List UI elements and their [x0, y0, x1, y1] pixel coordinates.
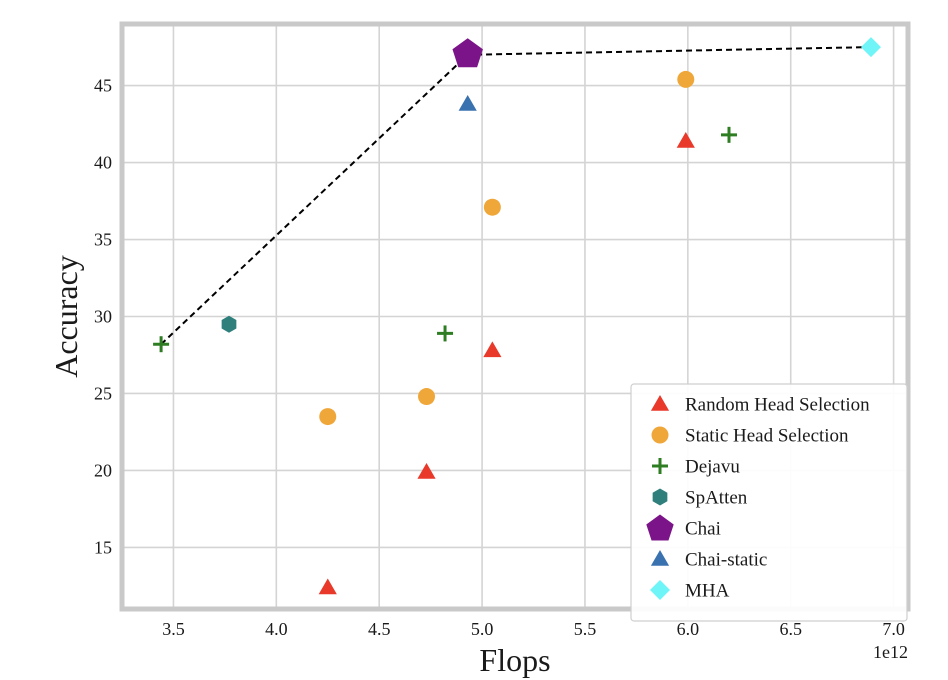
x-tick-labels: 3.5 4.0 4.5 5.0 5.5 6.0 6.5 7.0 [162, 619, 905, 639]
dejavu-point [437, 325, 454, 342]
static-head-selection-point [483, 198, 501, 216]
legend-marker-static-head-selection [651, 426, 669, 444]
y-tick-label: 35 [94, 230, 112, 250]
y-tick-label: 25 [94, 383, 112, 403]
frontier-dashed-line [160, 46, 871, 345]
y-tick-label: 15 [94, 537, 112, 557]
y-tick-label: 40 [94, 153, 112, 173]
legend-label-dejavu: Dejavu [685, 457, 740, 478]
legend-label-chai: Chai [685, 519, 721, 540]
legend-label-chai-static: Chai-static [685, 550, 767, 571]
legend-marker-chai [646, 514, 674, 541]
static-head-selection-point [418, 388, 436, 406]
spatten-point [221, 315, 237, 333]
random-head-selection-point [417, 462, 436, 479]
plot-frame [119, 21, 911, 612]
legend-label-random-head-selection: Random Head Selection [685, 395, 870, 416]
legend-marker-random-head-selection [650, 395, 670, 411]
grid-lines [122, 24, 908, 609]
x-tick-label: 7.0 [882, 619, 905, 639]
y-tick-labels: 15 20 25 30 35 40 45 [94, 76, 112, 558]
x-tick-label: 5.0 [471, 619, 494, 639]
x-tick-label: 4.0 [265, 619, 288, 639]
x-tick-label: 3.5 [162, 619, 185, 639]
x-tick-label: 5.5 [574, 619, 597, 639]
dejavu-point [153, 336, 170, 353]
legend-marker-dejavu [652, 458, 668, 474]
y-tick-label: 45 [94, 76, 112, 96]
legend-marker-mha [650, 580, 670, 600]
mha-point [860, 37, 881, 58]
legend-box [630, 383, 908, 622]
static-head-selection-point [319, 408, 337, 426]
frontier-line-group [160, 46, 871, 345]
legend: Random Head Selection Static Head Selecti… [630, 383, 908, 622]
random-head-selection-point [676, 132, 695, 148]
y-tick-label: 30 [94, 307, 112, 327]
dejavu-point [720, 126, 737, 143]
y-tick-label: 20 [94, 460, 112, 480]
legend-marker-chai-static [650, 550, 670, 566]
data-points [153, 37, 881, 595]
y-axis-title: Accuracy [48, 255, 84, 378]
x-axis-title: Flops [479, 642, 550, 678]
chai-point [452, 38, 483, 68]
random-head-selection-point [483, 341, 502, 358]
legend-label-mha: MHA [685, 581, 730, 602]
legend-label-spatten: SpAtten [685, 488, 748, 509]
legend-label-static-head-selection: Static Head Selection [685, 426, 849, 447]
legend-marker-spatten [652, 488, 668, 506]
static-head-selection-point [677, 70, 695, 88]
chai-static-point [458, 95, 477, 111]
x-tick-label: 6.0 [677, 619, 700, 639]
x-tick-label: 6.5 [779, 619, 802, 639]
x-axis-offset-label: 1e12 [873, 642, 908, 662]
random-head-selection-point [318, 578, 337, 595]
x-tick-label: 4.5 [368, 619, 391, 639]
